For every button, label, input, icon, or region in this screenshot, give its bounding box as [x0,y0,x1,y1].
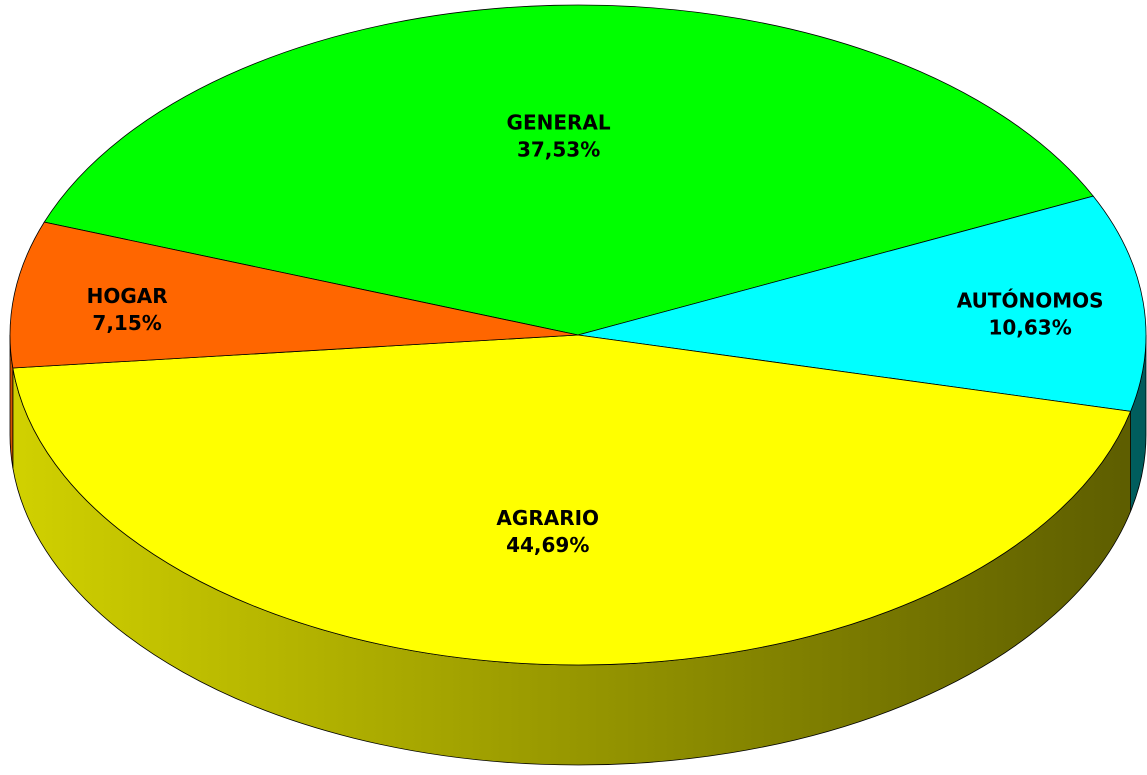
slice [43,4,1094,336]
slice [577,195,1147,412]
slice-label: AGRARIO [496,506,599,530]
slice-value-label: 7,15% [92,311,161,335]
slice [9,221,579,369]
slice [12,334,1132,666]
slice-value-label: 37,53% [517,138,600,162]
slice-label: AUTÓNOMOS [957,289,1104,313]
slice-value-label: 10,63% [988,316,1071,340]
slice-label: HOGAR [87,284,168,308]
slice-value-label: 44,69% [506,533,589,557]
slice-label: GENERAL [507,111,611,135]
